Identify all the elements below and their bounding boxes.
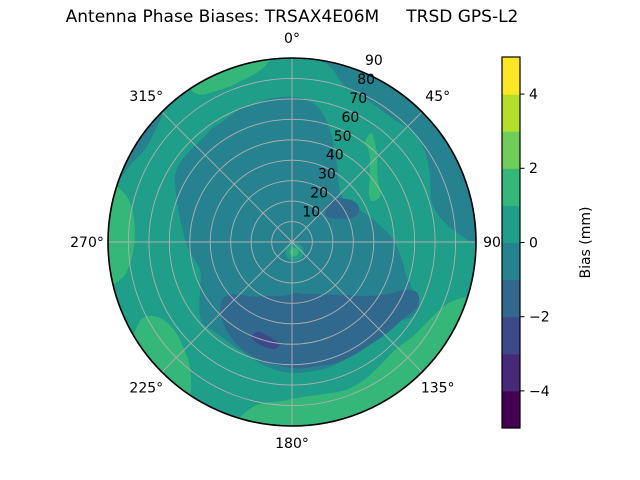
colorbar-segment-9: [502, 57, 520, 95]
radial-tick-label-30: 30: [318, 167, 336, 183]
contour-region-green-bottom-rim-band: [238, 297, 471, 427]
radial-tick-label-40: 40: [326, 148, 344, 164]
polar-grid-spoke-135: [291, 241, 423, 373]
radial-tick-label-90: 90: [365, 53, 383, 69]
contour-region-blue-blob-upper-right: [325, 198, 360, 219]
polar-outline: [107, 57, 477, 427]
colorbar-tick-label-4: 4: [529, 87, 538, 103]
radial-tick-label-50: 50: [334, 129, 352, 145]
radial-tick-label-60: 60: [342, 110, 360, 126]
radial-tick-label-10: 10: [302, 204, 320, 220]
polar-grid-spoke-315: [161, 111, 293, 243]
radial-tick-label-80: 80: [357, 72, 375, 88]
angular-tick-label-180: 180°: [275, 436, 309, 452]
radial-tick-label-20: 20: [310, 185, 328, 201]
angular-tick-label-270: 270°: [70, 235, 104, 251]
colorbar-tick-label--2: −2: [529, 310, 550, 326]
polar-grid-spoke-225: [161, 241, 293, 373]
contour-region-blue-crescent: [220, 289, 420, 369]
angular-tick-label-45: 45°: [425, 89, 450, 105]
colorbar-segment-1: [502, 353, 520, 392]
colorbar-segment-3: [502, 279, 520, 318]
angular-tick-label-315: 315°: [129, 89, 163, 105]
contour-region-green-upper-left-rim: [191, 57, 272, 95]
colorbar-segment-6: [502, 168, 520, 206]
radial-tick-label-70: 70: [349, 91, 367, 107]
colorbar-segment-5: [502, 205, 520, 243]
colorbar-segment-2: [502, 316, 520, 355]
colorbar-segment-4: [502, 242, 520, 281]
contour-region-center-spot-inner: [289, 247, 299, 257]
angular-tick-label-90: 90: [483, 235, 501, 251]
chart-title: Antenna Phase Biases: TRSAX4E06M TRSD GP…: [65, 7, 519, 27]
contour-region-green-lower-left-streak: [133, 315, 192, 397]
angular-tick-label-225: 225°: [129, 381, 163, 397]
colorbar-segment-7: [502, 131, 520, 169]
angular-tick-label-0: 0°: [284, 31, 300, 47]
colorbar-tick-label-2: 2: [529, 161, 538, 177]
colorbar-tick-label-0: 0: [529, 235, 538, 251]
angular-tick-label-135: 135°: [421, 381, 455, 397]
colorbar-axis-label: Bias (mm): [578, 206, 594, 278]
colorbar-segment-0: [502, 390, 520, 429]
colorbar-tick-label--4: −4: [529, 384, 550, 400]
polar-grid-spoke-45: [291, 111, 423, 243]
colorbar-segment-8: [502, 94, 520, 132]
